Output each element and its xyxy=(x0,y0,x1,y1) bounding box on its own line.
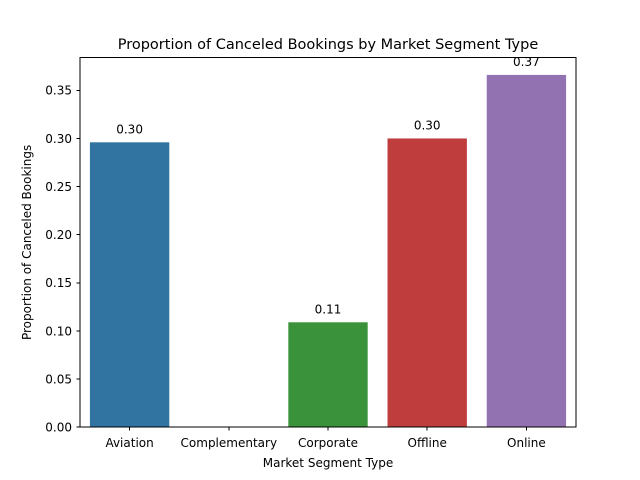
y-tick-label: 0.00 xyxy=(45,421,72,435)
bar-value-label-online: 0.37 xyxy=(513,55,540,69)
plot-frame xyxy=(79,57,577,428)
y-tick-label: 0.20 xyxy=(45,228,72,242)
y-tick-label: 0.35 xyxy=(45,84,72,98)
chart-title: Proportion of Canceled Bookings by Marke… xyxy=(118,37,539,53)
bar-aviation xyxy=(89,142,170,428)
y-tick-label: 0.30 xyxy=(45,132,72,146)
x-tick-label-online: Online xyxy=(507,436,546,450)
y-tick-label: 0.15 xyxy=(45,276,72,290)
x-tick-label-corporate: Corporate xyxy=(298,436,358,450)
bars-group xyxy=(89,74,567,428)
x-tick-label-complementary: Complementary xyxy=(181,436,278,450)
bar-value-label-aviation: 0.30 xyxy=(116,122,143,136)
x-axis-label: Market Segment Type xyxy=(263,456,393,470)
bar-online xyxy=(486,74,567,428)
y-tick-label: 0.25 xyxy=(45,180,72,194)
y-tick-label: 0.10 xyxy=(45,324,72,338)
bar-value-label-corporate: 0.11 xyxy=(315,302,342,316)
y-tick-label: 0.05 xyxy=(45,372,72,386)
bar-corporate xyxy=(288,322,368,428)
bar-value-label-offline: 0.30 xyxy=(414,118,441,132)
bar-offline xyxy=(387,138,467,428)
x-axis-ticks: Aviation Complementary Corporate Offline Onl… xyxy=(105,427,546,450)
x-tick-label-offline: Offline xyxy=(408,436,447,450)
x-tick-label-aviation: Aviation xyxy=(105,436,153,450)
bar-labels-group: 0.30 0.11 0.30 0.37 xyxy=(116,55,540,316)
y-axis-ticks: 0.00 0.05 0.10 0.15 0.20 0.25 0.30 0.35 xyxy=(45,84,80,435)
y-axis-label: Proportion of Canceled Bookings xyxy=(20,145,34,340)
